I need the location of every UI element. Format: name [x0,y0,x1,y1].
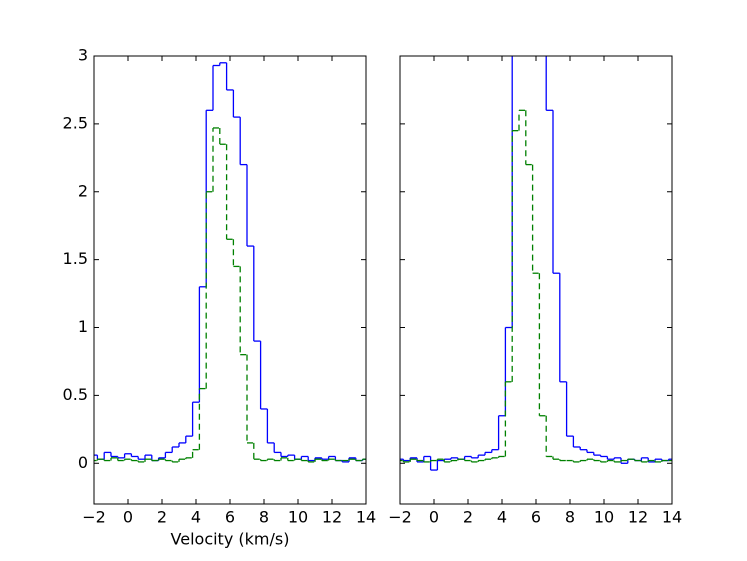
plot-area [400,56,672,471]
plot-area [94,62,366,463]
axes-frame [399,55,673,505]
x-tick-label: 4 [497,508,507,527]
y-tick-label: 3 [78,46,88,65]
x-tick-label: 8 [565,508,575,527]
x-tick-label: 6 [531,508,541,527]
y-tick-label: 0.5 [63,385,88,404]
x-tick-label: 14 [662,508,682,527]
x-tick-label: 0 [123,508,133,527]
x-tick-label: 0 [429,508,439,527]
y-tick-label: 1 [78,317,88,336]
x-tick-label: 4 [191,508,201,527]
y-tick-label: 2 [78,181,88,200]
x-tick-label: 12 [322,508,342,527]
x-tick-label: −2 [82,508,106,527]
x-tick-label: 2 [157,508,167,527]
y-tick-label: 0 [78,453,88,472]
y-tick-label: 1.5 [63,249,88,268]
x-tick-label: 6 [225,508,235,527]
x-tick-label: 8 [259,508,269,527]
x-tick-label: 10 [594,508,614,527]
y-tick-label: 2.5 [63,113,88,132]
x-axis-label: Velocity (km/s) [171,530,290,549]
x-tick-label: −2 [388,508,412,527]
x-tick-label: 2 [463,508,473,527]
x-tick-label: 10 [288,508,308,527]
axes-frame [93,55,367,505]
x-tick-label: 12 [628,508,648,527]
x-tick-label: 14 [356,508,376,527]
